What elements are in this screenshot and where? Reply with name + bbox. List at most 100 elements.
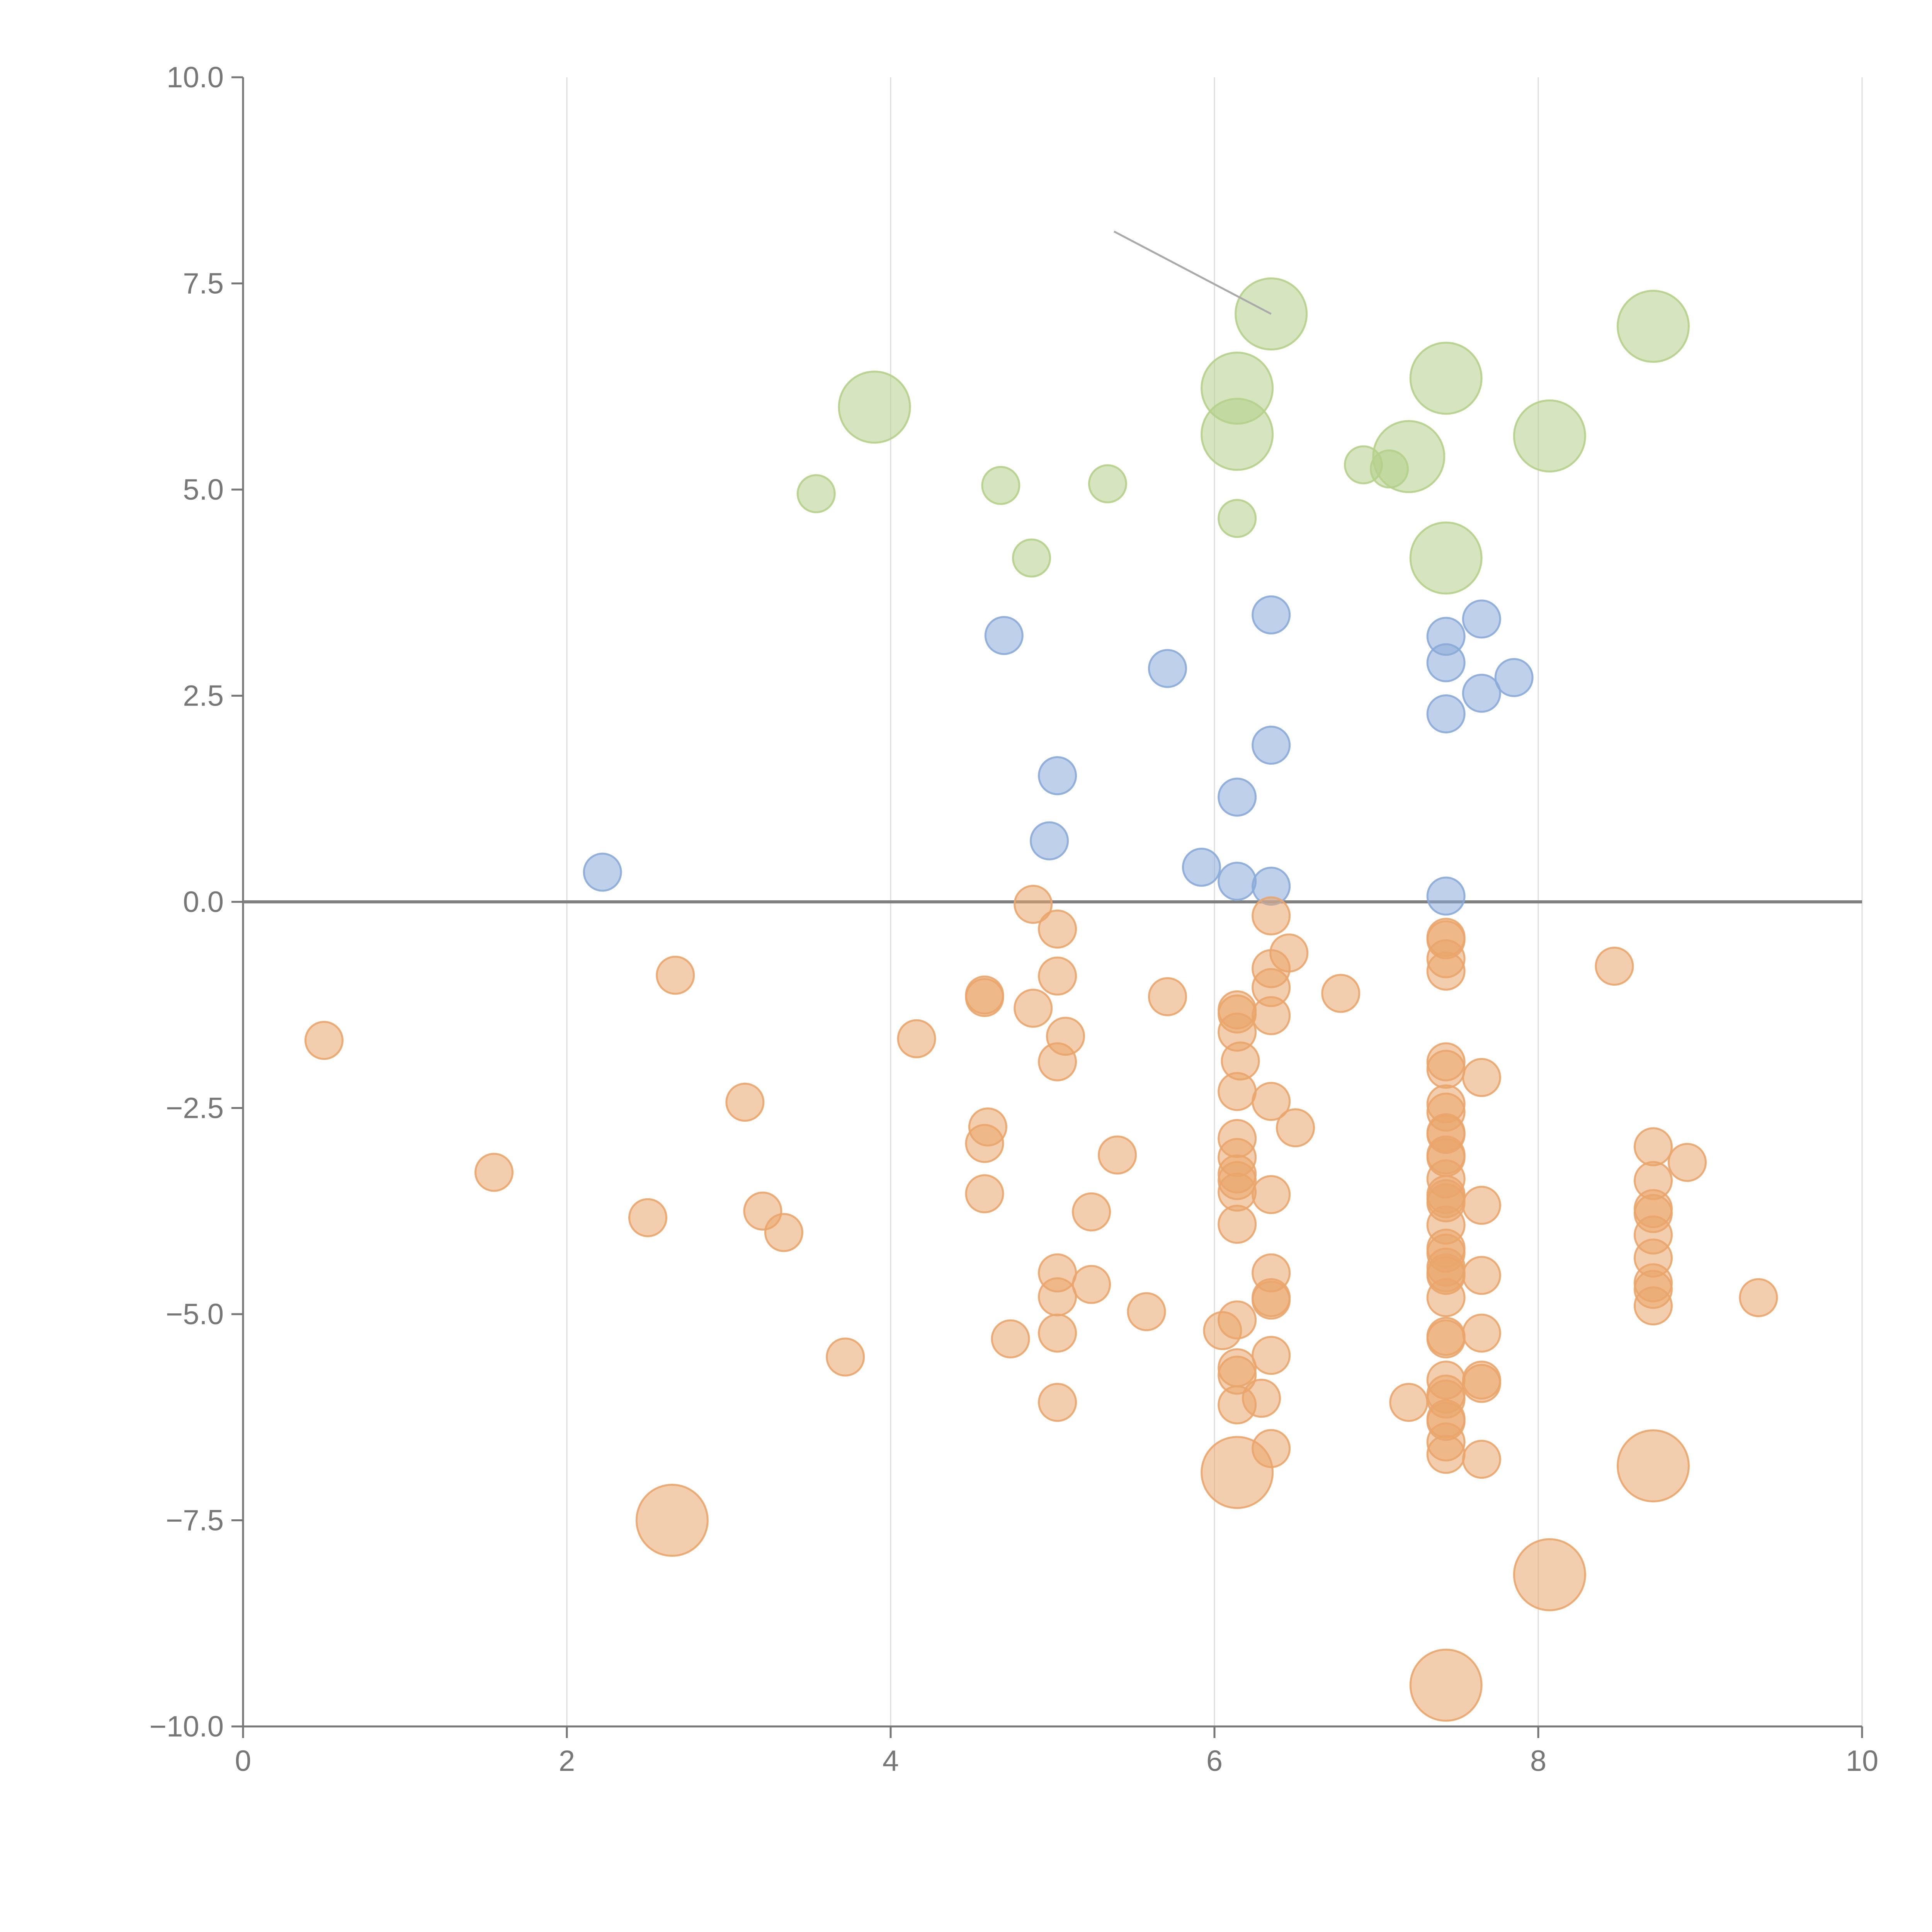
orange-point (1595, 946, 1634, 986)
orange-point (1462, 1058, 1501, 1097)
axis-layer (231, 76, 1863, 1738)
orange-point (1072, 1265, 1111, 1304)
x-tick-label: 6 (1206, 1745, 1223, 1777)
blue-point (1462, 599, 1501, 639)
x-tick-label: 10 (1846, 1745, 1879, 1777)
blue-point (984, 616, 1024, 655)
orange-point (1739, 1278, 1778, 1317)
orange-point (1513, 1538, 1586, 1611)
orange-point (1389, 1383, 1429, 1422)
orange-point (965, 1124, 1004, 1163)
orange-point (1462, 1440, 1501, 1479)
orange-point (1242, 1379, 1281, 1418)
orange-point (764, 1213, 803, 1252)
blue-point (1218, 862, 1257, 901)
y-tick-label: −5.0 (166, 1298, 224, 1331)
green-point (1201, 398, 1274, 471)
green-point (1218, 499, 1257, 538)
orange-point (1252, 1281, 1291, 1320)
blue-point (1252, 726, 1291, 765)
orange-point (1038, 1383, 1077, 1422)
blue-point (1252, 595, 1291, 634)
orange-point (1462, 1313, 1501, 1353)
blue-point (1462, 673, 1501, 713)
orange-point (1218, 1204, 1257, 1244)
orange-point (1462, 1185, 1501, 1225)
orange-point (1252, 1175, 1291, 1214)
blue-point (1148, 649, 1187, 688)
orange-point (1269, 933, 1309, 973)
orange-point (628, 1198, 667, 1237)
y-tick-label: −10.0 (150, 1710, 224, 1743)
orange-point (1426, 1435, 1466, 1474)
x-tick-label: 4 (883, 1745, 899, 1777)
orange-point (1409, 1648, 1483, 1722)
blue-point (1426, 694, 1466, 733)
y-tick-label: −7.5 (166, 1504, 224, 1537)
orange-point (991, 1319, 1030, 1359)
orange-point (1252, 1336, 1291, 1375)
orange-point (1014, 988, 1053, 1028)
blue-point (1426, 643, 1466, 682)
orange-point (1252, 1429, 1291, 1468)
blue-point (1218, 777, 1257, 817)
green-point (1409, 342, 1483, 415)
orange-point (1038, 1042, 1077, 1082)
orange-point (304, 1021, 344, 1060)
x-tick-label: 0 (235, 1745, 251, 1777)
orange-point (1127, 1292, 1166, 1332)
blue-point (1182, 847, 1221, 887)
green-point (1372, 420, 1446, 493)
orange-point (635, 1484, 709, 1557)
orange-point (1038, 956, 1077, 996)
orange-point (1426, 951, 1466, 991)
tick-label-layer: 10.0 7.5 5.0 2.5 0.0 −2.5 −5.0 −7.5 −10.0 0 2 4 6 8 10 (150, 61, 1879, 1777)
orange-point (1426, 1319, 1466, 1359)
green-point (796, 474, 836, 514)
orange-point (1252, 996, 1291, 1035)
orange-point (1148, 977, 1187, 1016)
y-tick-label: 5.0 (183, 473, 224, 506)
orange-point (1616, 1429, 1690, 1503)
orange-point (1426, 1049, 1466, 1089)
y-tick-label: 0.0 (183, 886, 224, 918)
orange-point (1462, 1364, 1501, 1403)
orange-point (725, 1083, 765, 1122)
orange-point (474, 1153, 514, 1192)
orange-point (656, 956, 695, 995)
orange-point (1038, 1277, 1077, 1316)
orange-point (1038, 909, 1077, 949)
y-tick-label: 2.5 (183, 680, 224, 713)
x-tick-label: 8 (1530, 1745, 1546, 1777)
orange-point (1667, 1143, 1707, 1182)
orange-point (1633, 1286, 1673, 1326)
orange-point (826, 1337, 865, 1377)
blue-point (1038, 756, 1077, 795)
blue-point (1030, 821, 1069, 861)
orange-point (1014, 884, 1053, 924)
orange-point (1218, 1300, 1257, 1340)
green-point (1088, 464, 1127, 503)
orange-point (965, 1174, 1004, 1213)
y-tick-label: 10.0 (167, 61, 224, 94)
y-tick-label: 7.5 (183, 267, 224, 300)
orange-point (1426, 1278, 1466, 1317)
orange-point (1252, 896, 1291, 935)
orange-point (1633, 1127, 1673, 1167)
annotation-leader-line (1114, 230, 1272, 315)
orange-point (1276, 1108, 1315, 1148)
y-tick-label: −2.5 (166, 1092, 224, 1125)
orange-point (1252, 1082, 1291, 1121)
orange-point (1462, 1256, 1501, 1295)
orange-point (897, 1019, 936, 1058)
blue-point (583, 852, 622, 892)
points-layer (304, 277, 1778, 1722)
green-point (1012, 538, 1051, 578)
orange-point (1098, 1135, 1137, 1175)
annotation-layer (1114, 230, 1272, 315)
x-tick-label: 2 (559, 1745, 575, 1777)
orange-point (965, 978, 1004, 1017)
orange-point (1321, 974, 1361, 1013)
